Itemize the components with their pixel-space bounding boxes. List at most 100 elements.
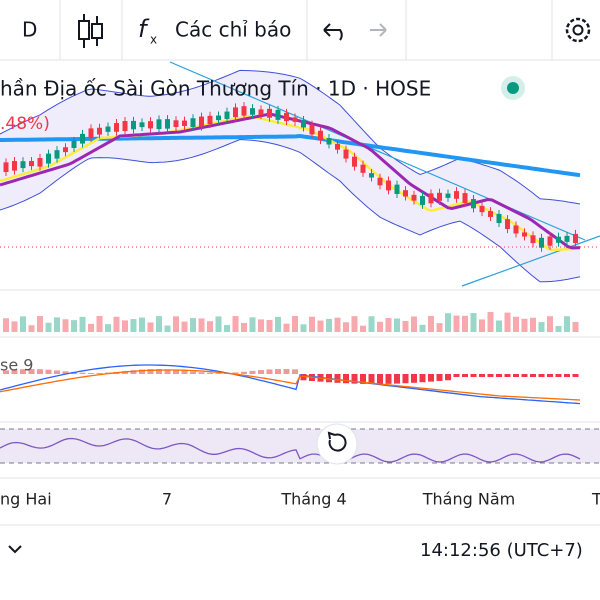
volume-bar xyxy=(487,312,494,332)
volume-bar xyxy=(45,322,52,332)
volume-bar xyxy=(300,324,307,332)
candle-body xyxy=(97,127,102,135)
candle-body xyxy=(522,232,527,237)
undo-button[interactable] xyxy=(323,23,343,41)
macd-histogram xyxy=(513,374,519,377)
volume-bar xyxy=(79,316,86,332)
volume-bar xyxy=(343,322,349,332)
volume-bar xyxy=(453,315,460,332)
candle-body xyxy=(369,173,374,178)
volume-bar xyxy=(215,316,222,332)
macd-histogram xyxy=(343,374,349,384)
volume-bar xyxy=(266,319,273,332)
macd-histogram xyxy=(3,370,9,374)
volume-bar xyxy=(436,323,443,332)
volume-bar xyxy=(181,321,188,332)
candle-body xyxy=(190,118,196,128)
ma-purple xyxy=(0,112,581,250)
volume-bar xyxy=(496,320,502,332)
macd-histogram xyxy=(555,374,562,377)
macd-histogram xyxy=(564,374,570,377)
volume-bar xyxy=(538,322,545,332)
volume-bar xyxy=(377,321,383,332)
volume-bar xyxy=(113,316,120,332)
candle-body xyxy=(71,140,77,149)
macd-histogram xyxy=(241,371,247,374)
macd-histogram xyxy=(470,374,477,377)
volume-bar xyxy=(190,318,196,332)
macd-histogram xyxy=(96,372,103,374)
candle-body xyxy=(131,120,136,130)
candle-body xyxy=(403,190,408,197)
macd-legend: se 9 xyxy=(0,356,33,375)
macd-histogram xyxy=(300,374,307,381)
candle-body xyxy=(250,108,255,115)
candle-body xyxy=(394,184,400,194)
candle-body xyxy=(216,115,221,121)
candle-body xyxy=(462,193,468,203)
candle-body xyxy=(496,213,502,224)
volume-bar xyxy=(419,324,426,332)
macd-histogram xyxy=(572,374,579,377)
candle-body xyxy=(37,157,43,167)
change-legend: .48%) xyxy=(0,114,50,134)
x-axis-label: ng Hai xyxy=(0,490,52,509)
volume-bar xyxy=(521,318,528,332)
macd-histogram xyxy=(504,374,511,377)
candle-type-button[interactable] xyxy=(78,14,103,48)
settings-button[interactable] xyxy=(565,17,591,43)
candle-body xyxy=(573,233,578,244)
macd-histogram xyxy=(394,374,400,384)
reset-chart-button[interactable] xyxy=(316,423,358,465)
expand-button[interactable] xyxy=(8,545,22,554)
fx-icon: x xyxy=(150,33,157,47)
candle-body xyxy=(479,205,485,213)
macd-histogram xyxy=(428,374,434,382)
macd-histogram xyxy=(436,374,443,381)
macd-histogram xyxy=(487,374,494,377)
volume-bar xyxy=(292,316,298,332)
candle-body xyxy=(445,193,451,198)
candle-body xyxy=(411,194,417,201)
interval-button[interactable]: D xyxy=(22,18,37,42)
rsi-line xyxy=(0,437,581,463)
macd-histogram xyxy=(20,369,26,374)
candle-body xyxy=(488,211,493,217)
candle-body xyxy=(428,193,434,204)
volume-bar xyxy=(71,320,77,332)
candle-body xyxy=(258,109,264,115)
volume-bar xyxy=(504,312,511,332)
candle-body xyxy=(352,156,357,167)
redo-button[interactable] xyxy=(370,23,387,37)
macd-histogram xyxy=(496,374,502,377)
volume-bar xyxy=(564,316,570,332)
volume-bar xyxy=(309,316,315,332)
candle-body xyxy=(199,116,204,127)
macd-histogram xyxy=(45,369,52,374)
clock: 14:12:56 (UTC+7) xyxy=(420,540,583,561)
volume-bar xyxy=(555,325,562,332)
candle-body xyxy=(46,153,51,164)
indicators-button[interactable]: Các chỉ báo xyxy=(175,18,291,42)
candle-body xyxy=(148,121,153,129)
volume-bar xyxy=(54,317,60,332)
volume-bar xyxy=(513,316,519,332)
volume-bar xyxy=(147,322,154,332)
candle-body xyxy=(114,123,119,132)
bollinger-lower xyxy=(0,138,581,283)
macd-histogram xyxy=(292,369,298,374)
volume-bar xyxy=(11,321,18,332)
x-axis-label: Tháng Năm xyxy=(422,490,515,509)
macd-histogram xyxy=(266,369,273,374)
candle-body xyxy=(224,111,230,119)
price-chart xyxy=(0,61,600,464)
macd-histogram xyxy=(462,374,468,377)
candle-body xyxy=(335,144,340,150)
candle-body xyxy=(437,192,442,201)
macd-histogram xyxy=(530,374,536,377)
candle-body xyxy=(292,117,298,122)
candle-body xyxy=(454,191,459,199)
macd-histogram xyxy=(351,374,358,384)
volume-bar xyxy=(283,323,290,332)
candle-body xyxy=(386,180,391,191)
